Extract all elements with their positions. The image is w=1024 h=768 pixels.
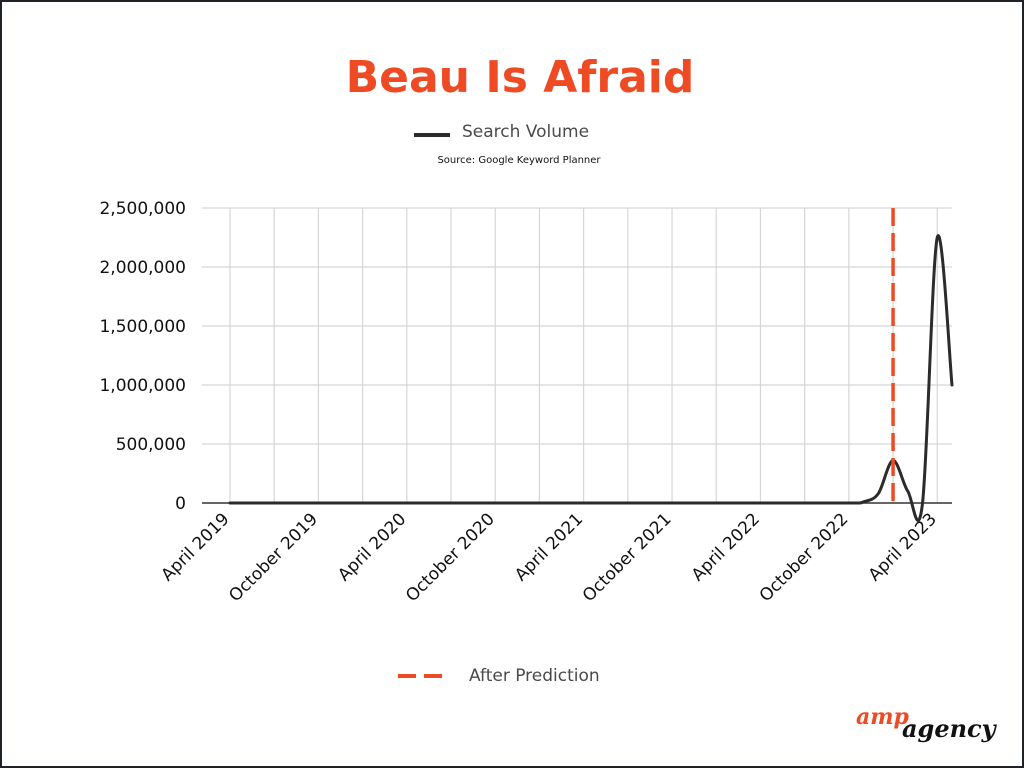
logo-amp-text: amp	[856, 704, 910, 730]
search-volume-legend-label: Search Volume	[462, 122, 589, 142]
x-tick-label: April 2023	[865, 509, 941, 585]
search-volume-line	[228, 234, 954, 522]
x-tick-label: October 2022	[756, 509, 853, 606]
y-tick-label: 2,500,000	[99, 199, 186, 219]
y-tick-label: 1,000,000	[99, 376, 186, 396]
chart-source: Source: Google Keyword Planner	[437, 155, 601, 166]
y-tick-label: 1,500,000	[99, 317, 186, 337]
x-tick-label: April 2021	[511, 509, 587, 585]
grid	[202, 207, 952, 504]
y-tick-label: 0	[175, 494, 186, 514]
after-prediction-legend-label: After Prediction	[469, 666, 600, 686]
chart-title: Beau Is Afraid	[346, 52, 695, 103]
x-tick-label: April 2019	[157, 509, 233, 585]
logo-agency-text: agency	[902, 714, 998, 743]
x-tick-label: October 2021	[579, 509, 676, 606]
y-tick-label: 2,000,000	[99, 258, 186, 278]
series-layer	[228, 234, 954, 522]
y-axis: 0 500,000 1,000,000 1,500,000 2,000,000 2,500…	[99, 199, 186, 514]
y-tick-label: 500,000	[116, 435, 186, 455]
x-tick-label: April 2020	[334, 509, 410, 585]
x-tick-label: October 2019	[225, 509, 322, 606]
x-tick-label: April 2022	[688, 509, 764, 585]
amp-agency-logo: amp agency	[856, 704, 998, 743]
x-tick-label: October 2020	[402, 509, 499, 606]
